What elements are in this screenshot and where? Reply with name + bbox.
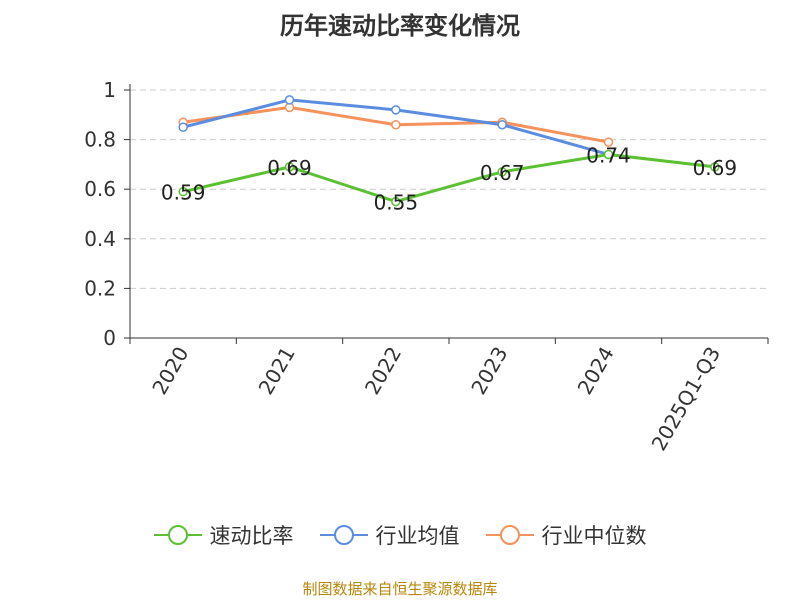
- legend-label: 速动比率: [209, 524, 294, 548]
- data-label: 0.59: [161, 181, 206, 205]
- data-point: [284, 162, 295, 172]
- y-tick-label: 0.2: [84, 276, 116, 300]
- x-tick-label: 2022: [360, 343, 406, 399]
- legend-label: 行业中位数: [541, 524, 647, 548]
- data-label: 0.69: [267, 156, 312, 180]
- data-point: [710, 162, 720, 172]
- y-tick-label: 0: [103, 326, 116, 350]
- series-line: [182, 152, 716, 204]
- legend-line-icon: [153, 525, 202, 545]
- data-point: [391, 196, 401, 207]
- data-point: [603, 149, 614, 160]
- data-point: [284, 95, 295, 105]
- x-tick-label: 2023: [466, 342, 512, 398]
- legend-item-industry-mean[interactable]: 行业均值: [319, 520, 460, 550]
- y-tick-label: 0.6: [84, 177, 116, 201]
- legend-line-icon: [485, 525, 534, 545]
- y-tick-label: 0.8: [84, 128, 116, 152]
- x-tick-label: 2021: [254, 343, 300, 399]
- y-tick-label: 1: [103, 78, 116, 102]
- data-label: 0.55: [374, 191, 419, 215]
- chart-title: 历年速动比率变化情况: [280, 12, 520, 40]
- legend-line-icon: [319, 525, 368, 545]
- data-point: [391, 119, 401, 130]
- y-tick-label: 0.4: [84, 227, 116, 251]
- data-label: 0.67: [480, 161, 525, 185]
- data-point: [497, 119, 507, 130]
- data-point: [603, 137, 614, 147]
- legend-label: 行业均值: [375, 524, 460, 548]
- data-label: 0.69: [693, 156, 738, 180]
- data-point: [391, 105, 401, 115]
- data-point: [497, 167, 507, 177]
- chart-legend: 速动比率 行业均值 行业中位数: [0, 520, 800, 550]
- data-point: [178, 122, 188, 132]
- legend-item-industry-median[interactable]: 行业中位数: [485, 520, 647, 550]
- data-label: 0.74: [586, 143, 631, 167]
- source-note: 制图数据来自恒生聚源数据库: [302, 580, 498, 598]
- legend-item-quick-ratio[interactable]: 速动比率: [153, 520, 294, 550]
- x-tick-label: 2025Q1-Q3: [646, 343, 725, 455]
- x-tick-label: 2020: [147, 343, 193, 399]
- x-tick-label: 2024: [573, 343, 619, 399]
- data-point: [178, 186, 188, 197]
